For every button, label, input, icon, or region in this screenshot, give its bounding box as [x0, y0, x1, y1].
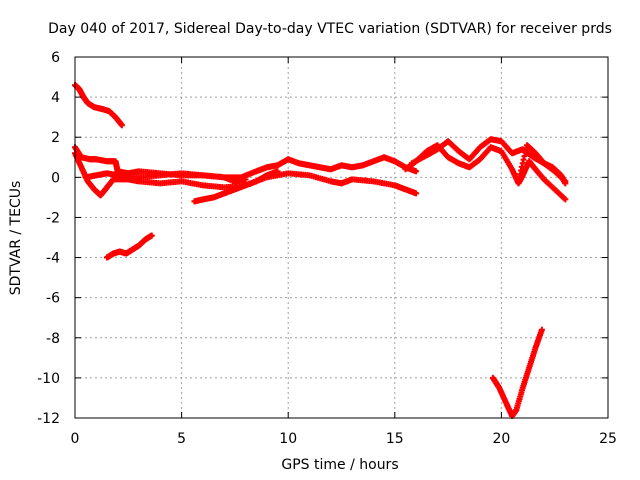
y-axis-ticks: 6 4 2 0 -2 -4 -6 -8 -10 -12: [37, 50, 608, 427]
series-arc-late-b: [402, 142, 569, 203]
series-arc-segment: [191, 168, 281, 205]
x-tick-label: 10: [279, 431, 297, 447]
grid: [75, 57, 608, 418]
data-point: [562, 196, 569, 203]
y-tick-label: 6: [51, 50, 60, 66]
data-marks: [72, 82, 569, 419]
series-arc-mid: [82, 170, 249, 185]
y-tick-label: -12: [37, 411, 60, 427]
y-axis-label: SDTVAR / TECUs: [8, 181, 24, 296]
series-arc-late-c: [515, 142, 569, 187]
x-axis-ticks: 0 5 10 15 20 25: [71, 57, 617, 447]
x-tick-label: 25: [599, 431, 617, 447]
x-axis-label: GPS time / hours: [281, 457, 398, 473]
y-tick-label: 2: [51, 130, 60, 146]
data-point: [118, 122, 125, 129]
data-point: [413, 168, 420, 175]
series-arc-drop: [489, 326, 545, 419]
data-point: [274, 168, 281, 175]
data-point: [148, 232, 155, 239]
plot-frame: [74, 56, 609, 419]
y-tick-label: -10: [37, 371, 60, 387]
series-arc-high: [72, 82, 125, 129]
series-arc-lower-main: [72, 150, 420, 199]
data-point: [562, 180, 569, 187]
x-tick-label: 5: [177, 431, 186, 447]
series-arc-low-early: [103, 232, 155, 261]
y-tick-label: 4: [51, 90, 60, 106]
data-point: [538, 326, 545, 333]
chart-title: Day 040 of 2017, Sidereal Day-to-day VTE…: [48, 21, 612, 37]
y-tick-label: -6: [46, 291, 60, 307]
x-tick-label: 15: [386, 431, 404, 447]
y-tick-label: -8: [46, 331, 60, 347]
y-tick-label: -4: [46, 251, 60, 267]
x-tick-label: 20: [492, 431, 510, 447]
data-point: [242, 176, 249, 183]
x-tick-label: 0: [71, 431, 80, 447]
data-point: [413, 190, 420, 197]
y-tick-label: -2: [46, 210, 60, 226]
y-tick-label: 0: [51, 170, 60, 186]
